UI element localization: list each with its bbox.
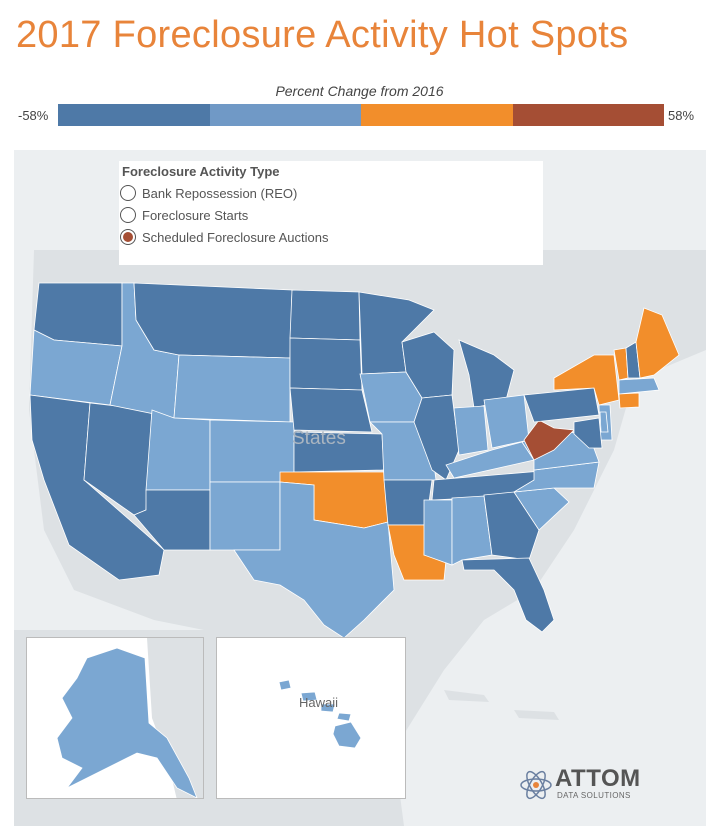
radio-dot <box>123 210 133 220</box>
state-ND[interactable] <box>289 289 361 341</box>
state-HI-island[interactable] <box>336 712 352 722</box>
color-scale-bar <box>58 104 664 126</box>
color-scale-segment <box>58 104 210 126</box>
color-scale-min-label: -58% <box>18 108 49 123</box>
page-title: 2017 Foreclosure Activity Hot Spots <box>16 14 629 56</box>
state-HI-island[interactable] <box>332 721 362 749</box>
legend-option-label: Bank Repossession (REO) <box>142 185 298 201</box>
radio-icon[interactable] <box>120 207 136 223</box>
map-background-label: States <box>292 428 346 449</box>
background-land <box>147 638 203 798</box>
hawaii-map <box>278 679 362 749</box>
activity-type-legend: Foreclosure Activity Type Bank Repossess… <box>119 161 543 265</box>
legend-option-auctions[interactable]: Scheduled Foreclosure Auctions <box>120 229 328 245</box>
state-MS[interactable] <box>423 499 453 566</box>
state-AL[interactable] <box>451 495 493 566</box>
legend-option-label: Foreclosure Starts <box>142 207 249 223</box>
legend-option-starts[interactable]: Foreclosure Starts <box>120 207 248 223</box>
alaska-map <box>56 638 203 798</box>
state-MA[interactable] <box>618 377 660 395</box>
hawaii-inset[interactable]: Hawaii <box>216 637 406 799</box>
state-HI-island[interactable] <box>320 703 336 713</box>
state-OH[interactable] <box>483 394 530 449</box>
alaska-inset[interactable] <box>26 637 204 799</box>
atom-logo-icon <box>520 770 552 800</box>
radio-icon[interactable] <box>120 229 136 245</box>
state-CT[interactable] <box>618 392 640 409</box>
state-MT[interactable] <box>133 282 293 359</box>
state-UT[interactable] <box>145 409 211 491</box>
brand-tagline: DATA SOLUTIONS <box>557 791 631 800</box>
state-HI-island[interactable] <box>278 679 292 691</box>
legend-title: Foreclosure Activity Type <box>122 164 280 179</box>
radio-dot <box>123 188 133 198</box>
color-scale-segment <box>361 104 513 126</box>
state-NY[interactable] <box>553 354 620 406</box>
state-GA[interactable] <box>483 491 540 561</box>
hawaii-label: Hawaii <box>299 695 339 710</box>
legend-option-reo[interactable]: Bank Repossession (REO) <box>120 185 297 201</box>
state-MD[interactable] <box>573 417 603 449</box>
brand-logo: ATTOM DATA SOLUTIONS <box>519 764 669 804</box>
caribbean-island <box>444 690 489 702</box>
color-scale-max-label: 58% <box>668 108 695 123</box>
legend-option-label: Scheduled Foreclosure Auctions <box>142 229 329 245</box>
radio-dot <box>123 232 133 242</box>
state-SD[interactable] <box>289 337 363 391</box>
state-WY[interactable] <box>173 354 291 423</box>
brand-name: ATTOM <box>555 765 641 792</box>
map-panel[interactable]: States Foreclosure Activity Type Bank Re… <box>14 150 706 826</box>
state-DE[interactable] <box>599 411 609 433</box>
state-IN[interactable] <box>453 405 489 456</box>
state-ME[interactable] <box>635 307 680 379</box>
ocean-pacific <box>14 250 204 630</box>
caribbean-island <box>514 710 559 720</box>
state-NM[interactable] <box>209 481 281 551</box>
color-scale-title: Percent Change from 2016 <box>275 83 444 99</box>
ocean-atlantic-gulf <box>394 350 706 826</box>
radio-icon[interactable] <box>120 185 136 201</box>
state-HI-island[interactable] <box>300 691 318 702</box>
color-scale-segment <box>512 104 664 126</box>
state-AK[interactable] <box>56 647 198 798</box>
state-NE[interactable] <box>289 387 373 433</box>
color-scale-segment <box>209 104 361 126</box>
state-FL[interactable] <box>461 557 555 633</box>
